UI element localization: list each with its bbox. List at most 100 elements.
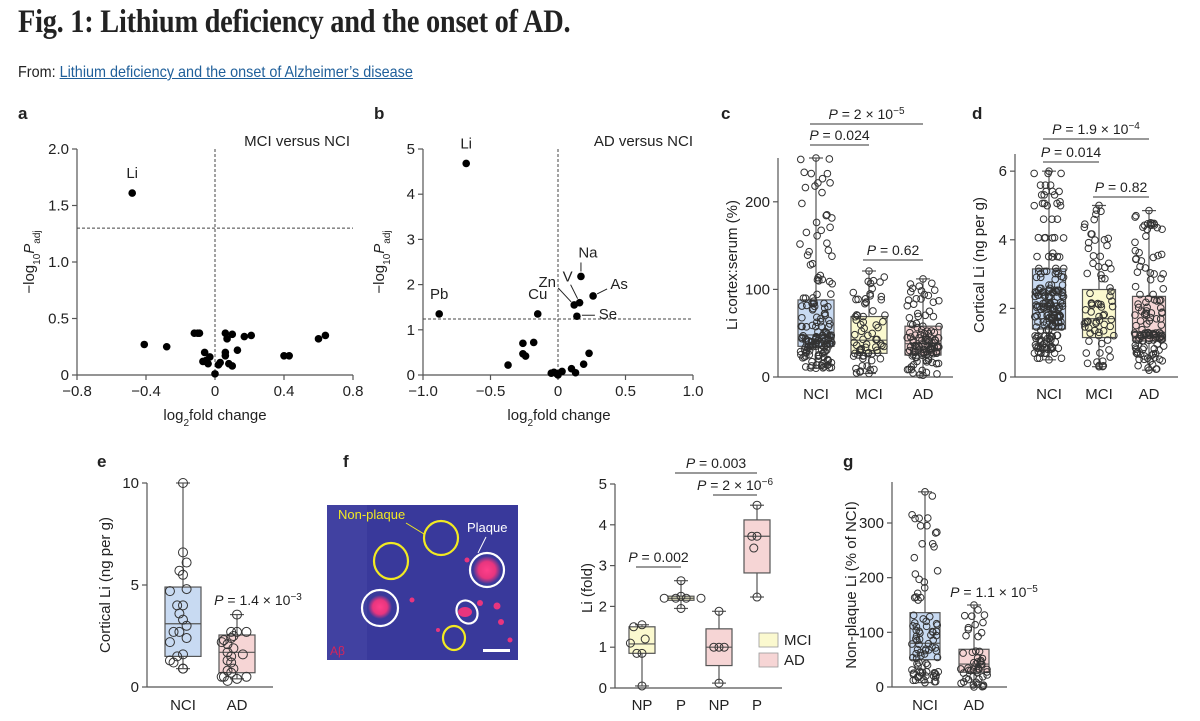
data-point [1110,331,1118,340]
data-point [676,591,686,601]
data-point [226,633,237,644]
data-point [915,343,924,351]
data-point [519,339,527,348]
data-point [813,290,821,299]
source-article-link[interactable]: Lithium deficiency and the onset of Alzh… [59,64,413,81]
x-tick-label: 0.4 [274,383,295,400]
data-point [1092,206,1101,214]
data-point [850,338,858,347]
data-point [909,622,917,630]
data-point [915,282,924,290]
label-part: P [371,244,388,254]
data-point [1035,354,1044,363]
data-point [927,327,936,335]
category-label: AD [227,697,248,714]
data-point [1042,187,1050,196]
data-point [164,637,175,648]
data-point [810,299,819,307]
data-point [1050,233,1059,242]
data-point [1092,318,1101,326]
data-point [1082,349,1091,357]
category-label: NCI [803,386,829,403]
data-point [866,279,875,288]
data-point [907,365,916,374]
data-point [1050,312,1059,320]
box-group-nci [908,488,943,687]
data-point [916,593,925,602]
category-label: NCI [170,697,196,714]
panel-label-g: g [843,452,853,471]
plaque-deposit [498,619,504,625]
data-point-li [128,189,136,197]
data-point [812,318,821,327]
data-point [1059,234,1068,242]
y-tick-label: 1.0 [48,254,69,271]
data-point [178,649,188,660]
data-point [1100,320,1109,329]
data-point [1101,263,1109,272]
box-group-nci [796,154,836,373]
x-tick-label: −1.0 [408,383,438,400]
box-group-mci [1080,201,1118,371]
data-point [800,353,809,361]
data-point [1136,262,1144,271]
data-point [1131,246,1140,255]
data-point [1146,269,1155,277]
data-point [1132,255,1140,264]
data-point [925,612,934,621]
box-group-nci [164,478,202,674]
data-point [1086,289,1094,298]
data-point [1147,221,1156,230]
data-point [825,316,833,325]
data-point [868,349,877,358]
p-symbol: P [214,592,224,608]
p-value: = 1.9 × 10 [1061,121,1128,137]
data-point [1089,252,1098,260]
data-point [827,290,835,298]
data-point [237,649,248,660]
data-point [321,331,330,340]
y-tick-label: 2 [599,598,607,615]
data-point [914,673,922,682]
data-point [1045,167,1053,175]
data-point [1056,201,1065,210]
data-point [971,647,980,655]
p-value-label: P = 2 × 10−5 [828,106,904,123]
data-point [1143,303,1151,312]
data-point [1087,299,1096,307]
data-point [979,681,988,690]
p-value: = 2 × 10 [838,106,893,122]
data-point [971,620,980,629]
data-point [859,335,867,344]
data-point [807,362,816,370]
x-tick-label: −0.8 [62,383,92,400]
data-point [817,322,826,331]
y-tick-label: 0 [407,367,415,384]
data-point [1031,288,1040,296]
data-point [922,645,930,653]
data-point [970,601,978,609]
data-point [1030,169,1038,178]
plaque-deposit [436,628,440,632]
p-value-label: P = 0.014 [1041,144,1102,160]
data-point [1048,253,1057,261]
data-point [1136,317,1145,325]
data-point [752,592,762,602]
data-point [806,260,815,269]
category-label: NCI [912,697,938,714]
y-axis-label: Non-plaque Li (% of NCI) [843,501,860,669]
p-value: = 0.82 [1104,179,1147,195]
y-tick-label: 4 [407,186,415,203]
data-point [929,312,938,321]
y-axis-label: Cortical Li (ng per g) [97,517,114,653]
category-label: AD [964,697,985,714]
data-point [869,307,877,315]
data-point [1094,331,1103,340]
data-point [1150,345,1159,353]
abeta-stain-label: Aβ [330,644,345,658]
data-point [226,657,237,668]
label-part: 2 [183,418,189,429]
plaque-deposit [473,556,501,584]
data-point [1157,250,1166,259]
y-tick-label: 3 [407,231,415,248]
